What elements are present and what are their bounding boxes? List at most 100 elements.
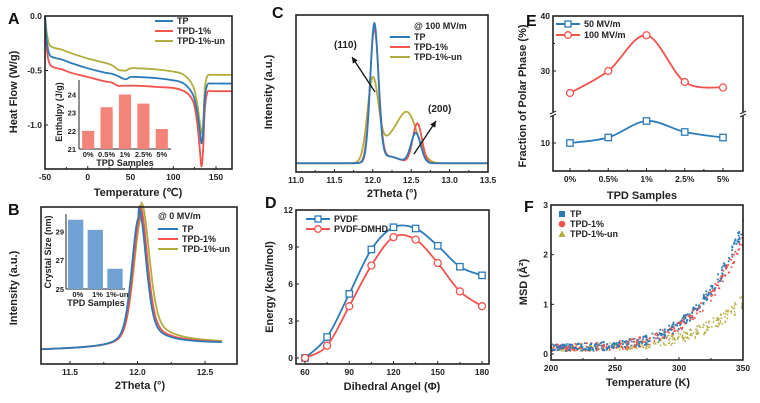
data-point-circle [678, 320, 681, 323]
data-point-square [639, 341, 642, 343]
data-point-square [679, 324, 682, 326]
data-point-triangle [656, 341, 659, 344]
data-point-square [608, 346, 611, 349]
x-tick-label: 2.5% [675, 174, 695, 184]
data-point-square [580, 349, 583, 352]
data-point-square [624, 346, 626, 348]
data-point-circle [701, 309, 704, 312]
data-point-square [691, 312, 693, 314]
series-line [44, 15, 232, 145]
axis-break-gap [550, 112, 556, 116]
data-point-triangle [715, 324, 718, 327]
panel-letter: E [526, 13, 537, 30]
panel-letter: A [8, 11, 20, 28]
data-point-square [731, 246, 734, 249]
data-point-circle [621, 348, 624, 351]
data-point-square [684, 317, 687, 320]
inset-bar [118, 94, 132, 149]
axis-break-gap [740, 112, 746, 116]
data-point-triangle [642, 345, 645, 348]
y-axis-label: Energy (kcal/mol) [264, 241, 276, 333]
data-point-square [647, 340, 649, 343]
axis-break-mark [549, 110, 557, 115]
data-point-square [630, 340, 633, 343]
data-point-square [618, 345, 621, 347]
data-point-circle [642, 31, 651, 40]
data-point-square [571, 343, 573, 346]
y-tick-label: -1.0 [27, 120, 42, 130]
arrow-head [352, 57, 358, 64]
data-point-square [594, 345, 597, 348]
data-point-square [705, 299, 708, 301]
data-point-square [731, 253, 733, 256]
data-point-triangle [717, 318, 720, 321]
data-point-square [623, 340, 626, 343]
x-tick-label: 13.0 [441, 175, 458, 185]
data-point-circle [389, 232, 398, 242]
y-tick-label: 0.0 [30, 11, 42, 21]
data-point-circle [571, 348, 574, 351]
data-point-square [566, 139, 574, 147]
data-point-circle [722, 269, 725, 272]
data-point-triangle [704, 320, 708, 323]
data-point-square [589, 343, 592, 346]
data-point-square [602, 349, 605, 352]
data-point-square [668, 324, 671, 327]
data-point-square [696, 308, 699, 311]
data-point-square [580, 344, 583, 346]
x-axis-label: Temperature (K) [606, 377, 690, 389]
data-point-circle [693, 316, 696, 319]
data-point-square [717, 273, 719, 276]
data-point-square [720, 277, 723, 280]
data-point-square [595, 343, 598, 345]
data-point-square [733, 242, 735, 245]
data-point-triangle [653, 338, 656, 342]
data-point-square [616, 343, 619, 346]
data-point-circle [638, 336, 641, 339]
x-axis-label: Dihedral Angel (Φ) [344, 381, 441, 393]
data-point-triangle [684, 331, 688, 334]
data-point-triangle [668, 341, 671, 344]
inset-x-label: TPD Samples [96, 158, 154, 168]
data-point-triangle [635, 346, 638, 349]
x-tick-label: 0 [85, 172, 90, 182]
legend-marker-square [559, 211, 565, 217]
data-point-square [710, 292, 712, 295]
data-point-triangle [659, 344, 662, 347]
data-point-triangle [733, 310, 736, 313]
data-point-square [645, 335, 647, 338]
data-point-circle [665, 336, 668, 339]
data-point-square [389, 223, 398, 232]
data-point-square [702, 297, 705, 299]
x-tick-label: 60 [300, 367, 310, 377]
data-point-triangle [706, 327, 709, 331]
data-point-triangle [685, 336, 689, 339]
data-point-circle [565, 347, 568, 350]
data-point-triangle [626, 347, 629, 350]
data-point-circle [411, 235, 420, 244]
x-tick-label: 5% [717, 174, 730, 184]
data-point-square [660, 334, 663, 337]
data-point-triangle [733, 313, 736, 316]
data-point-square [711, 287, 714, 289]
y-tick-label: -0.5 [27, 66, 42, 76]
data-point-triangle [730, 309, 733, 312]
data-point-square [612, 345, 615, 348]
data-point-triangle [702, 333, 706, 336]
data-point-triangle [660, 337, 663, 340]
data-point-square [323, 333, 331, 341]
data-point-circle [552, 346, 555, 349]
data-point-square [738, 240, 740, 243]
data-point-circle [566, 349, 569, 352]
data-point-circle [633, 343, 636, 346]
data-point-square [551, 343, 553, 346]
data-point-square [648, 340, 651, 342]
data-point-triangle [704, 330, 707, 333]
data-point-square [568, 348, 571, 351]
data-point-square [737, 238, 740, 241]
inset-y-tick-label: 23 [68, 109, 76, 118]
